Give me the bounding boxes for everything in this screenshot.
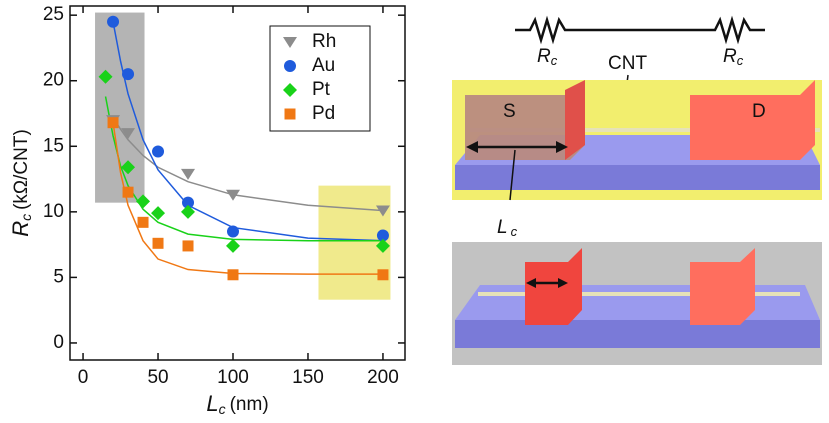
marker xyxy=(375,238,390,253)
x-tick-label: 50 xyxy=(147,367,168,388)
legend-marker xyxy=(283,83,297,97)
marker xyxy=(137,216,149,228)
marker xyxy=(121,160,136,175)
arrowhead xyxy=(558,278,568,288)
source-side xyxy=(565,80,585,160)
marker xyxy=(152,145,165,158)
substrate xyxy=(455,320,820,348)
y-tick-label: 0 xyxy=(53,332,64,353)
y-tick-label: 15 xyxy=(43,135,64,156)
legend-label: Pd xyxy=(312,103,335,124)
drain-contact xyxy=(690,80,815,160)
marker xyxy=(107,117,119,129)
marker xyxy=(98,69,113,84)
x-tick-label: 200 xyxy=(367,367,399,388)
marker xyxy=(181,204,196,219)
drain-contact xyxy=(690,248,755,325)
source-label: S xyxy=(503,101,516,122)
arrowhead xyxy=(526,278,536,288)
marker xyxy=(227,225,240,238)
y-tick-label: 10 xyxy=(43,201,64,222)
fit-curve xyxy=(112,122,383,275)
marker xyxy=(182,196,195,209)
y-tick-label: 20 xyxy=(43,70,64,91)
marker xyxy=(376,229,389,242)
x-label-symbol: L xyxy=(206,391,218,416)
shaded-region xyxy=(95,12,145,203)
shaded-region xyxy=(318,185,391,300)
fit-curve xyxy=(112,117,384,212)
source-contact xyxy=(465,80,585,160)
x-axis-label: Lc (nm) xyxy=(206,391,268,417)
circuit-wire xyxy=(515,15,765,45)
marker xyxy=(375,205,390,217)
legend-label: Pt xyxy=(312,79,331,100)
pointer xyxy=(509,149,516,201)
marker xyxy=(136,194,151,209)
resistor-label: Rc xyxy=(537,46,558,68)
source-contact xyxy=(525,248,582,325)
marker xyxy=(107,15,120,28)
marker xyxy=(182,240,194,252)
y-label-sub: c xyxy=(18,214,34,221)
y-axis-label: Rc (kΩ/CNT) xyxy=(8,129,34,237)
marker xyxy=(377,269,389,281)
x-tick-label: 0 xyxy=(78,367,89,388)
marker xyxy=(226,238,241,253)
legend-marker xyxy=(284,60,296,72)
legend-marker xyxy=(284,108,296,120)
arrowhead xyxy=(556,141,568,153)
marker xyxy=(122,186,134,198)
y-label-symbol: R xyxy=(8,221,33,237)
substrate xyxy=(455,165,820,190)
x-label-unit: (nm) xyxy=(230,394,269,415)
x-label-sub: c xyxy=(219,401,226,417)
marker xyxy=(121,128,136,140)
marker xyxy=(226,189,241,201)
x-tick-label: 100 xyxy=(217,367,249,388)
legend-label: Rh xyxy=(312,31,336,52)
y-label-unit: (kΩ/CNT) xyxy=(11,129,32,210)
marker xyxy=(181,168,196,180)
marker xyxy=(122,68,135,81)
marker xyxy=(151,206,166,221)
plot-frame xyxy=(69,5,406,361)
resistor-label: Rc xyxy=(723,46,744,68)
legend-marker xyxy=(283,37,297,48)
substrate-top xyxy=(455,285,820,320)
x-tick-label: 150 xyxy=(292,367,324,388)
marker xyxy=(152,237,164,249)
marker xyxy=(227,269,239,281)
cnt-label: CNT xyxy=(608,53,647,74)
legend-label: Au xyxy=(312,55,335,76)
y-tick-label: 25 xyxy=(43,4,64,25)
y-tick-label: 5 xyxy=(53,266,64,287)
arrowhead xyxy=(466,141,478,153)
drain-label: D xyxy=(752,101,766,122)
